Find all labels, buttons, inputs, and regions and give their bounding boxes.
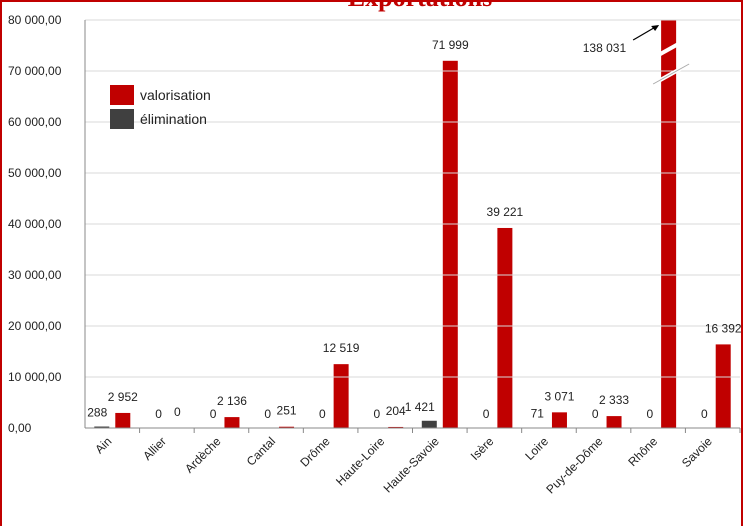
data-label: 0 xyxy=(210,407,217,421)
data-label: 0 xyxy=(646,407,653,421)
y-tick-label: 20 000,00 xyxy=(8,319,62,333)
y-tick-label: 60 000,00 xyxy=(8,115,62,129)
bar xyxy=(716,344,731,428)
data-label: 71 xyxy=(531,407,545,421)
chart-title: Exportations xyxy=(348,0,492,12)
bar xyxy=(422,421,437,428)
x-tick-label: Rhône xyxy=(625,434,660,469)
data-label: 3 071 xyxy=(544,389,574,403)
data-label: 71 999 xyxy=(432,38,469,52)
data-label: 39 221 xyxy=(487,205,524,219)
data-label: 251 xyxy=(277,404,297,418)
data-label: 2 333 xyxy=(599,393,629,407)
bar xyxy=(497,228,512,428)
data-label: 0 xyxy=(264,407,271,421)
x-tick-label: Ain xyxy=(92,434,114,456)
y-tick-label: 40 000,00 xyxy=(8,217,62,231)
x-tick-label: Isère xyxy=(468,434,497,463)
y-tick-label: 30 000,00 xyxy=(8,268,62,282)
data-label: 0 xyxy=(374,407,381,421)
plot-area xyxy=(94,0,730,428)
x-tick-label: Loire xyxy=(522,434,551,463)
data-label: 0 xyxy=(592,407,599,421)
x-tick-label: Puy-de-Dôme xyxy=(543,434,605,496)
y-tick-label: 70 000,00 xyxy=(8,64,62,78)
data-label: 16 392 xyxy=(705,321,742,335)
data-label: 0 xyxy=(174,405,181,419)
legend-label: valorisation xyxy=(140,87,211,103)
data-label: 0 xyxy=(319,407,326,421)
data-label: 0 xyxy=(701,407,708,421)
data-label: 0 xyxy=(155,407,162,421)
data-label: 288 xyxy=(87,406,107,420)
x-tick-label: Cantal xyxy=(244,434,278,468)
legend-swatch xyxy=(110,109,134,129)
data-label: 1 421 xyxy=(405,400,435,414)
y-tick-label: 80 000,00 xyxy=(8,13,62,27)
arrow-head xyxy=(651,25,659,31)
x-tick-label: Drôme xyxy=(297,434,333,470)
x-tick-label: Ardèche xyxy=(182,434,224,476)
bar xyxy=(661,0,676,428)
bar xyxy=(607,416,622,428)
bar xyxy=(224,417,239,428)
data-label: 2 952 xyxy=(108,390,138,404)
legend-label: élimination xyxy=(140,111,207,127)
x-tick-label: Allier xyxy=(140,434,169,463)
annotation: 138 031 xyxy=(583,41,627,55)
x-tick-label: Savoie xyxy=(679,434,715,470)
x-tick-label: Haute-Loire xyxy=(333,434,387,488)
data-label: 2 136 xyxy=(217,394,247,408)
legend-swatch xyxy=(110,85,134,105)
bar xyxy=(115,413,130,428)
y-tick-label: 0,00 xyxy=(8,421,32,435)
bar xyxy=(334,364,349,428)
y-tick-label: 50 000,00 xyxy=(8,166,62,180)
data-label: 12 519 xyxy=(323,341,360,355)
x-tick-label: Haute-Savoie xyxy=(381,434,443,496)
bar xyxy=(443,61,458,428)
bar xyxy=(552,412,567,428)
data-label: 204 xyxy=(386,404,406,418)
data-label: 0 xyxy=(483,407,490,421)
y-tick-label: 10 000,00 xyxy=(8,370,62,384)
